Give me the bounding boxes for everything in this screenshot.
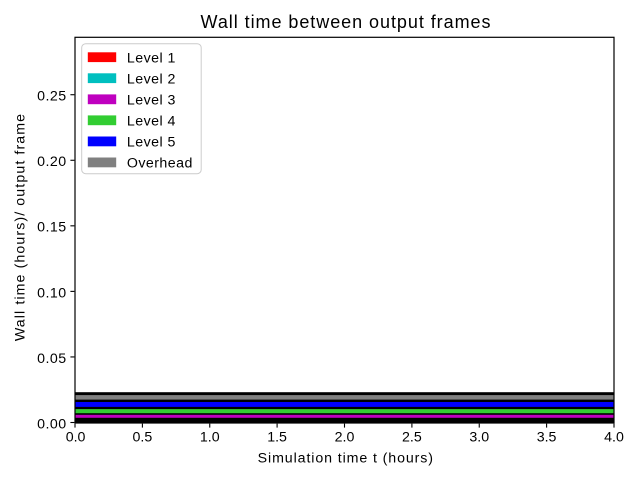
svg-text:Overhead: Overhead xyxy=(127,156,193,172)
svg-text:1.5: 1.5 xyxy=(267,430,287,446)
svg-text:0.5: 0.5 xyxy=(133,430,153,446)
svg-text:Level 3: Level 3 xyxy=(127,93,176,109)
svg-text:1.0: 1.0 xyxy=(200,430,220,446)
svg-text:Level 1: Level 1 xyxy=(127,51,176,67)
svg-text:Simulation time t (hours): Simulation time t (hours) xyxy=(258,451,434,467)
svg-text:0.20: 0.20 xyxy=(37,154,67,170)
svg-text:0.25: 0.25 xyxy=(37,89,67,105)
svg-text:4.0: 4.0 xyxy=(604,430,624,446)
svg-text:0.05: 0.05 xyxy=(37,351,67,367)
svg-text:Level 2: Level 2 xyxy=(127,72,176,88)
svg-text:2.5: 2.5 xyxy=(402,430,422,446)
svg-text:Wall time (hours)/ output fram: Wall time (hours)/ output frame xyxy=(13,113,29,341)
svg-text:Level 4: Level 4 xyxy=(127,114,176,130)
svg-text:Level 5: Level 5 xyxy=(127,135,176,151)
svg-text:2.0: 2.0 xyxy=(335,430,355,446)
svg-text:3.5: 3.5 xyxy=(537,430,557,446)
svg-text:Wall time between output frame: Wall time between output frames xyxy=(201,12,492,32)
svg-text:0.0: 0.0 xyxy=(66,430,86,446)
svg-text:3.0: 3.0 xyxy=(469,430,489,446)
svg-text:0.00: 0.00 xyxy=(37,416,67,432)
svg-text:0.10: 0.10 xyxy=(37,285,67,301)
svg-text:0.15: 0.15 xyxy=(37,220,67,236)
